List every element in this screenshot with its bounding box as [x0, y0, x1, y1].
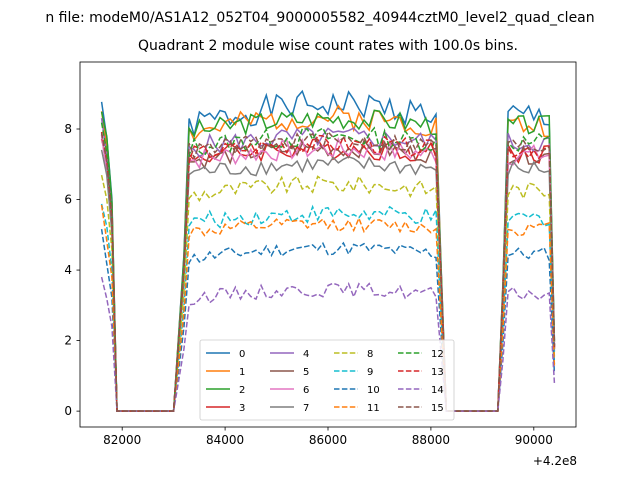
legend-label-6: 6 [303, 385, 309, 396]
legend-label-10: 10 [367, 385, 380, 396]
x-tick-label: 82000 [103, 433, 141, 447]
x-tick-label: 88000 [412, 433, 450, 447]
x-tick-label: 86000 [309, 433, 347, 447]
legend-label-8: 8 [367, 349, 373, 360]
figure-suptitle: n file: modeM0/AS1A12_052T04_9000005582_… [45, 10, 594, 26]
legend-label-0: 0 [239, 349, 245, 360]
y-tick-label: 8 [64, 122, 72, 136]
legend-label-11: 11 [367, 403, 380, 414]
legend-label-7: 7 [303, 403, 309, 414]
x-tick-label: 90000 [515, 433, 553, 447]
legend-label-2: 2 [239, 385, 245, 396]
plot-area: 82000 84000 86000 88000 90000024680123456789… [64, 61, 577, 447]
legend-label-1: 1 [239, 367, 245, 378]
x-offset-label: +4.2e8 [533, 454, 577, 468]
legend-label-9: 9 [367, 367, 373, 378]
legend-box [199, 339, 455, 421]
legend-label-15: 15 [431, 403, 444, 414]
y-tick-label: 6 [64, 193, 72, 207]
series-line-11 [100, 204, 556, 412]
series-lines [100, 89, 556, 412]
y-tick-label: 2 [64, 334, 72, 348]
x-tick-label: 84000 [206, 433, 244, 447]
legend-label-13: 13 [431, 367, 444, 378]
chart-title: Quadrant 2 module wise count rates with … [138, 38, 518, 54]
legend-label-4: 4 [303, 349, 309, 360]
legend-label-12: 12 [431, 349, 444, 360]
series-line-10 [100, 228, 556, 412]
y-tick-label: 0 [64, 404, 72, 418]
legend-label-14: 14 [431, 385, 444, 396]
y-tick-label: 4 [64, 263, 72, 277]
legend-label-3: 3 [239, 403, 245, 414]
legend-label-5: 5 [303, 367, 309, 378]
series-line-15 [100, 130, 556, 412]
